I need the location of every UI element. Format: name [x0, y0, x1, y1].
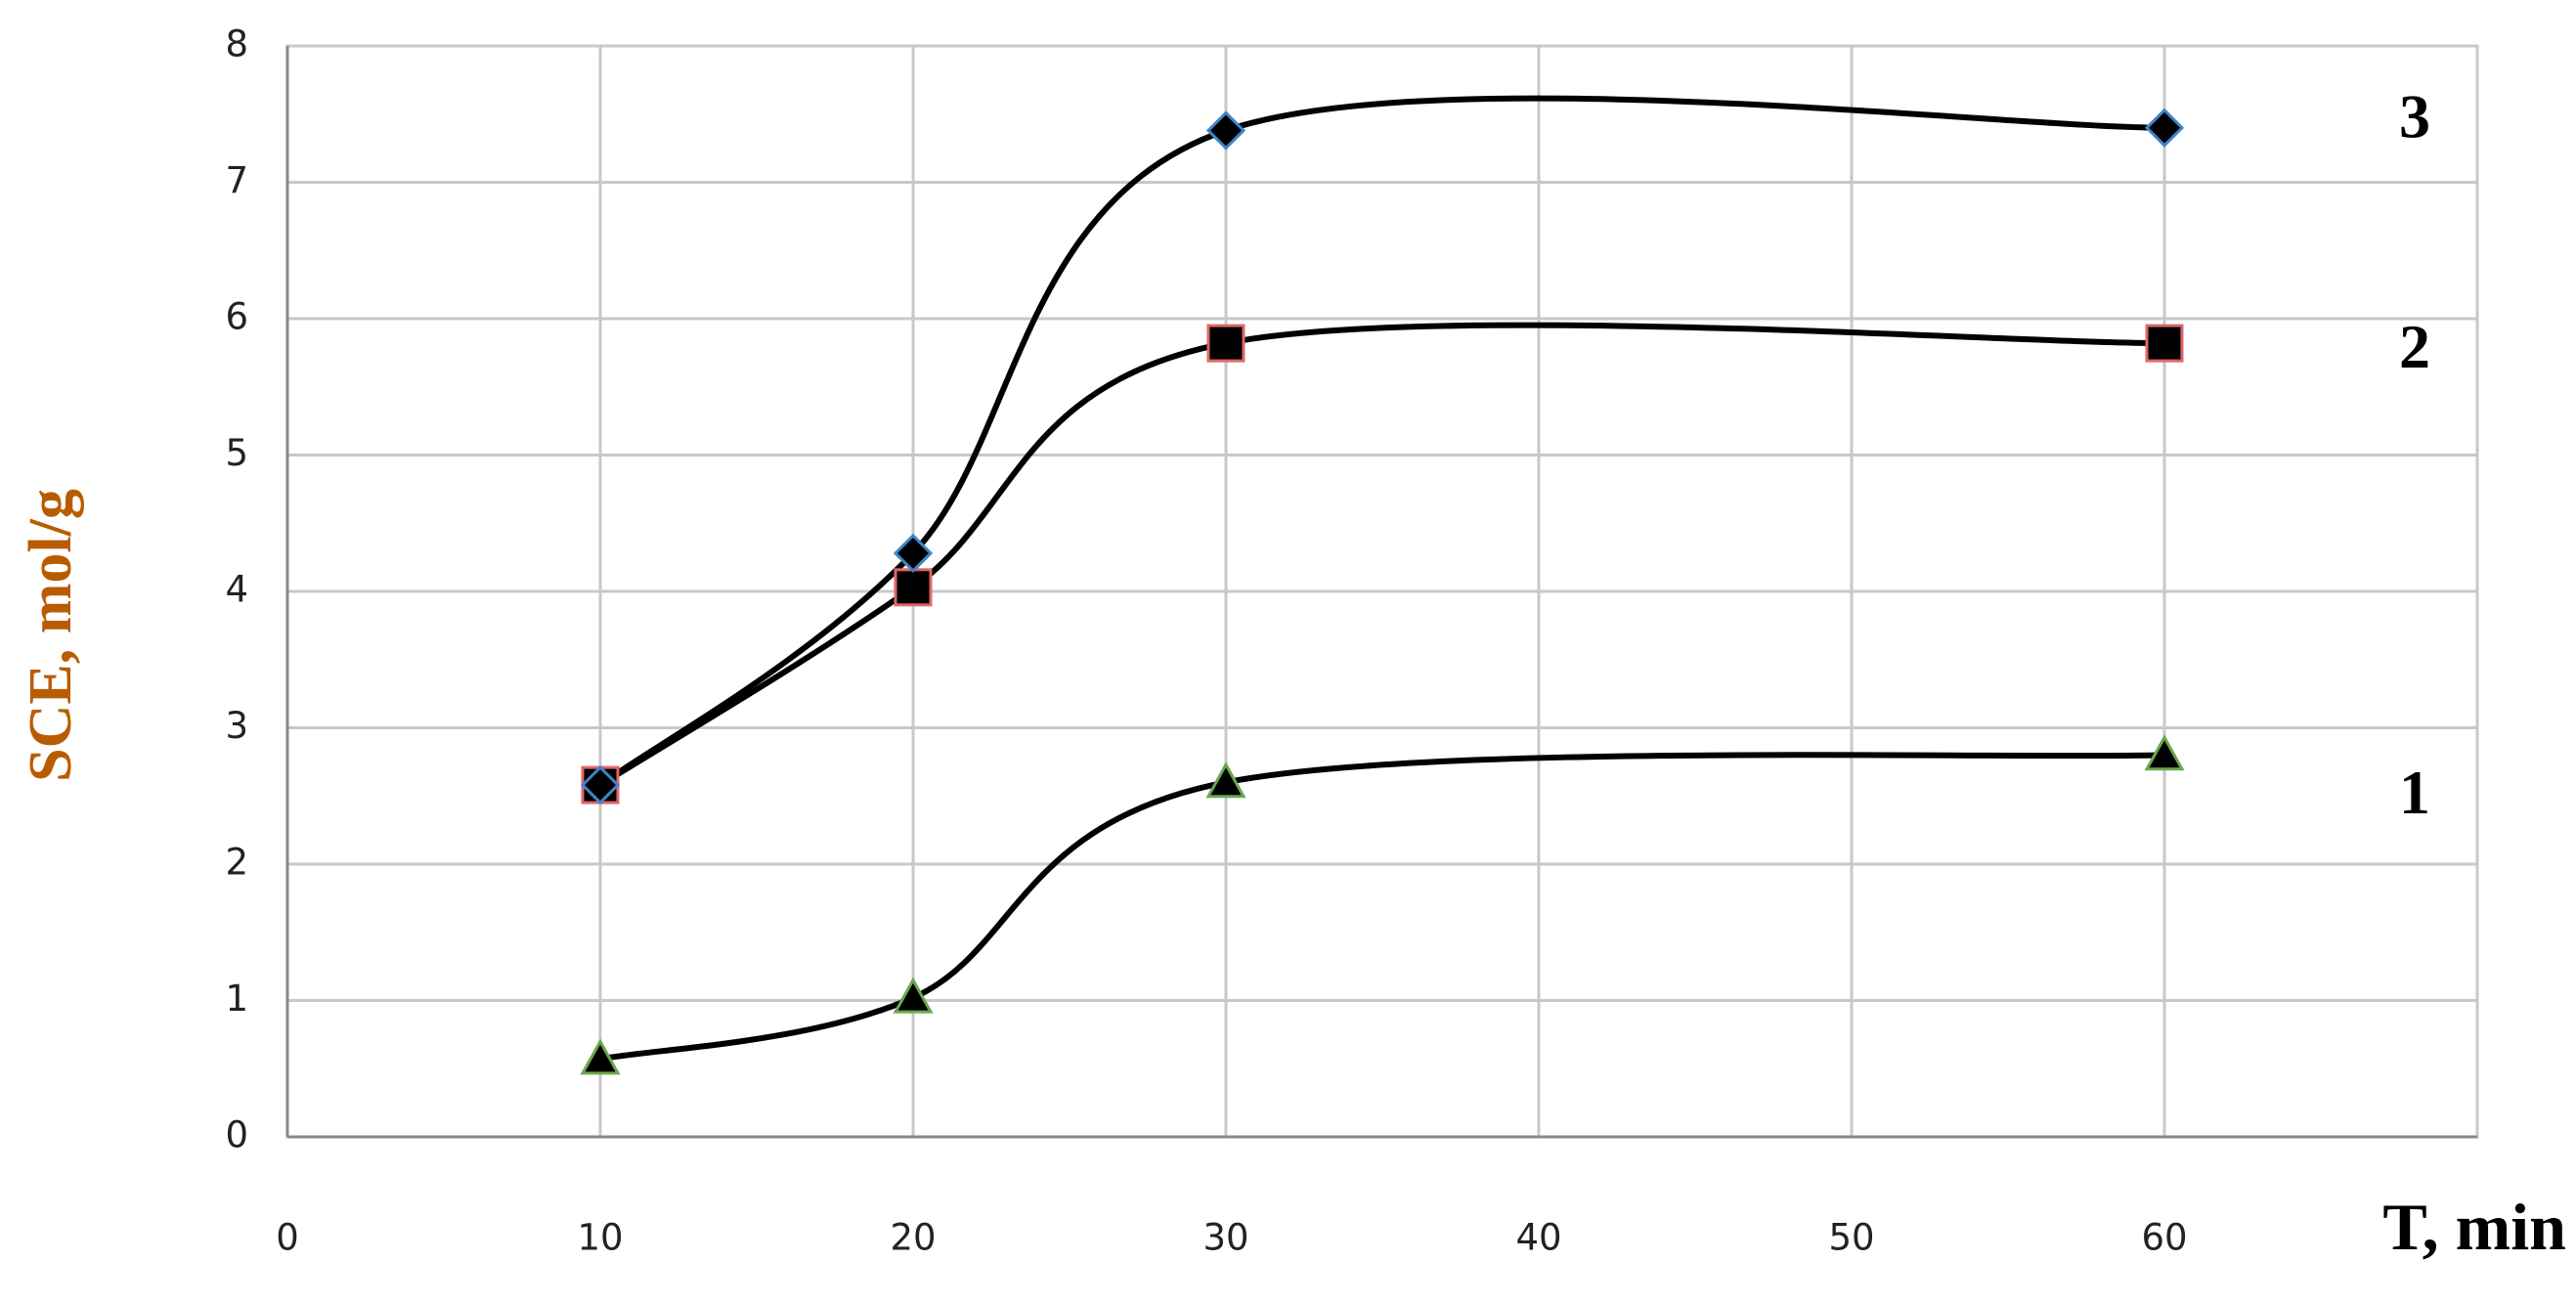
y-tick-label: 5 — [225, 432, 248, 474]
marker — [1206, 324, 1245, 363]
marker — [2144, 734, 2185, 771]
y-tick-label: 7 — [225, 159, 248, 201]
marker — [2144, 108, 2185, 148]
series-label: 1 — [2399, 758, 2430, 827]
series-line — [598, 95, 2165, 788]
x-tick-label: 10 — [577, 1217, 623, 1259]
y-tick-label: 0 — [225, 1114, 248, 1156]
marker — [1205, 110, 1246, 151]
y-tick-label: 6 — [225, 296, 248, 338]
marker — [580, 1038, 621, 1075]
y-tick-label: 3 — [225, 705, 248, 747]
x-tick-label: 30 — [1202, 1217, 1248, 1259]
y-axis-label: SCE, mol/g — [18, 489, 84, 782]
marker — [893, 533, 934, 574]
series-label: 2 — [2399, 312, 2430, 381]
x-tick-label: 50 — [1828, 1217, 1874, 1259]
y-tick-label: 4 — [225, 569, 248, 611]
series-line — [599, 752, 2165, 1063]
marker — [2145, 324, 2184, 363]
x-axis-label: T, min — [2382, 1190, 2566, 1264]
marker — [580, 764, 621, 805]
series-line — [598, 322, 2165, 788]
marker — [893, 977, 934, 1014]
y-tick-label: 8 — [225, 23, 248, 65]
series-label: 3 — [2399, 81, 2430, 151]
y-tick-label: 1 — [225, 978, 248, 1020]
y-tick-label: 2 — [225, 842, 248, 884]
marker — [894, 568, 933, 607]
marker — [1205, 761, 1246, 799]
x-tick-label: 20 — [890, 1217, 936, 1259]
x-tick-label: 60 — [2141, 1217, 2187, 1259]
x-tick-label: 0 — [276, 1217, 299, 1259]
x-tick-label: 40 — [1515, 1217, 1561, 1259]
